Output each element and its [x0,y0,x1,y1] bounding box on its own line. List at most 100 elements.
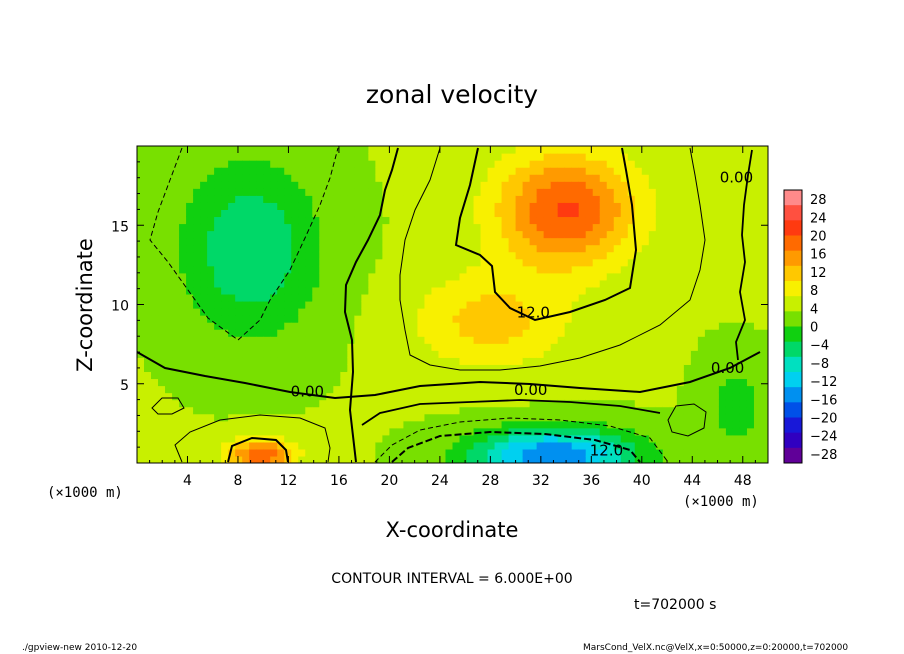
heatmap-cell [473,385,482,394]
heatmap-cell [137,265,145,274]
heatmap-cell [207,258,215,267]
heatmap-cell [746,322,755,330]
heatmap-cell [648,209,657,218]
heatmap-cell [529,392,538,401]
heatmap-cell [718,230,727,239]
heatmap-cell [753,427,762,436]
heatmap-cell [151,265,159,274]
heatmap-cell [487,202,496,210]
heatmap-cell [396,216,405,225]
heatmap-cell [424,258,433,267]
contour-six-mid [399,147,706,371]
heatmap-cell [403,181,412,189]
heatmap-cell [403,293,412,302]
heatmap-cell [144,251,152,260]
heatmap-cell [718,385,727,394]
heatmap-cell [172,441,180,450]
heatmap-cell [221,329,229,337]
heatmap-cell [158,300,166,309]
heatmap-cell [354,244,362,253]
heatmap-cell [641,357,650,365]
heatmap-cell [172,279,180,288]
heatmap-cell [347,371,355,380]
heatmap-cell [473,448,482,457]
heatmap-cell [606,230,615,239]
heatmap-cell [179,181,187,189]
heatmap-cell [508,350,517,358]
heatmap-cell [172,244,180,253]
heatmap-cell [221,167,229,175]
heatmap-cell [648,174,657,182]
heatmap-cell [746,329,755,337]
heatmap-cell [179,427,187,436]
heatmap-cell [725,300,734,309]
heatmap-cell [683,434,692,443]
heatmap-cell [683,216,692,225]
heatmap-cell [200,336,208,344]
heatmap-cell [634,378,643,387]
heatmap-cell [228,385,236,394]
heatmap-cell [179,308,187,316]
heatmap-cell [242,167,250,175]
heatmap-cell [431,350,440,358]
heatmap-cell [284,167,292,175]
heatmap-cell [592,265,601,274]
heatmap-cell [704,406,713,415]
heatmap-cell [676,378,685,387]
heatmap-cell [186,315,194,323]
heatmap-cell [340,371,348,380]
heatmap-cell [711,392,720,401]
heatmap-cell [662,286,671,295]
heatmap-cell [690,420,699,429]
heatmap-cell [529,279,538,288]
heatmap-cell [249,251,257,260]
heatmap-cell [172,434,180,443]
heatmap-cell [424,244,433,253]
heatmap-cell [753,244,762,253]
heatmap-cell [487,223,496,232]
heatmap-cell [753,455,762,463]
heatmap-cell [200,427,208,436]
heatmap-cell [725,216,734,225]
heatmap-cell [382,371,390,380]
heatmap-cell [354,300,362,309]
heatmap-cell [690,343,699,351]
heatmap-cell [452,209,461,218]
heatmap-cell [361,286,369,295]
heatmap-cell [396,153,405,161]
heatmap-cell [340,244,348,253]
heatmap-cell [151,385,159,394]
heatmap-cell [466,364,475,373]
heatmap-cell [564,413,573,422]
heatmap-cell [207,308,215,316]
heatmap-cell [228,272,236,281]
heatmap-cell [333,413,341,422]
heatmap-cell [508,209,517,218]
heatmap-cell [179,195,187,203]
heatmap-cell [291,209,299,218]
heatmap-cell [172,329,180,337]
heatmap-cell [242,420,250,429]
heatmap-cell [739,230,748,239]
heatmap-cell [515,371,524,380]
heatmap-cell [690,258,699,267]
heatmap-cell [424,167,433,175]
heatmap-cell [746,343,755,351]
heatmap-cell [725,343,734,351]
x-axis-ticks: 4 8 12 16 20 24 28 32 36 40 44 48 [149,146,756,489]
heatmap-cell [445,160,454,168]
heatmap-cell [193,244,201,253]
heatmap-cell [592,272,601,281]
heatmap-cell [333,399,341,408]
heatmap-cell [606,378,615,387]
heatmap-cell [165,378,173,387]
heatmap-cell [466,216,475,225]
heatmap-cell [438,188,447,196]
heatmap-cell [200,322,208,330]
heatmap-cell [473,406,482,415]
heatmap-cell [214,237,222,246]
heatmap-cell [676,336,685,344]
heatmap-cell [501,251,510,260]
heatmap-cell [361,230,369,239]
heatmap-cell [578,343,587,351]
